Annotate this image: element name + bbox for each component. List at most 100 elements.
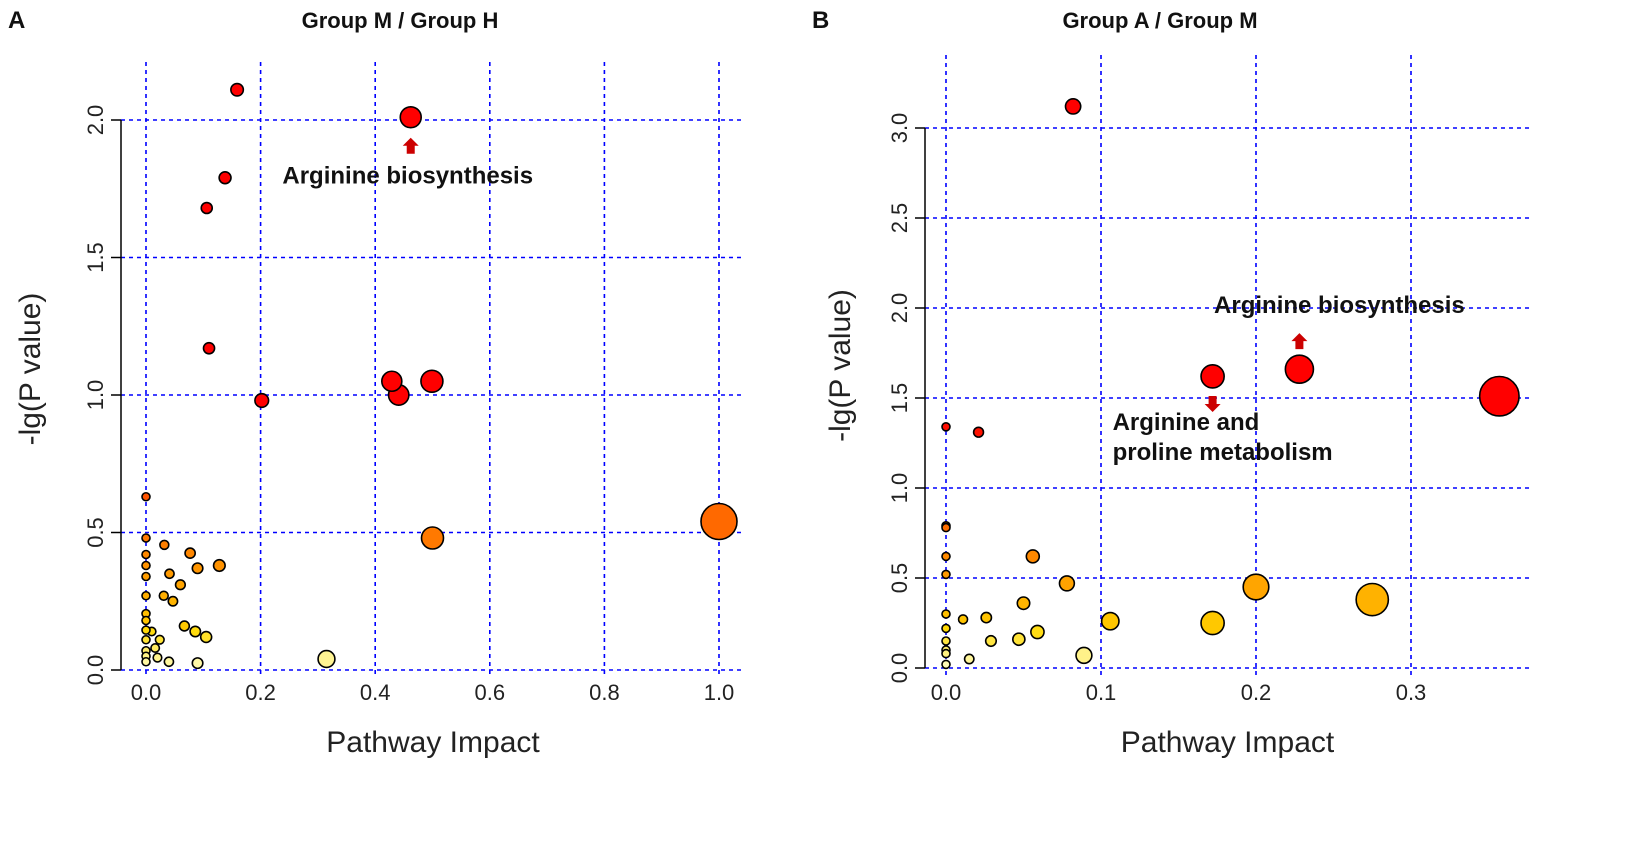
panel-a: A Group M / Group H 0.0 0.5 1.0 1.5 2.0 0.0 0.2 0… xyxy=(8,7,745,759)
data-point xyxy=(141,549,151,560)
data-point xyxy=(957,614,969,625)
data-point xyxy=(941,421,951,432)
data-point xyxy=(184,547,196,560)
data-point xyxy=(1064,97,1082,115)
data-point xyxy=(167,595,179,607)
data-point xyxy=(1355,582,1390,617)
data-point xyxy=(984,634,998,648)
data-point xyxy=(174,579,187,591)
data-point xyxy=(141,625,151,635)
data-point xyxy=(1100,611,1120,631)
data-point xyxy=(154,634,165,645)
arrow-up-icon xyxy=(402,137,419,154)
data-point xyxy=(1025,549,1041,564)
data-point xyxy=(191,657,204,670)
data-point xyxy=(941,569,951,580)
chart-title: Group M / Group H xyxy=(302,8,499,33)
y-axis-label: -lg(P value) xyxy=(14,293,47,446)
data-point xyxy=(700,502,738,541)
data-point xyxy=(230,82,245,97)
x-tick-label: 0.0 xyxy=(131,680,162,705)
x-tick-label: 0.2 xyxy=(245,680,276,705)
chart-title: Group A / Group M xyxy=(1062,8,1257,33)
y-tick-label: 2.0 xyxy=(83,105,108,136)
data-point xyxy=(164,568,175,580)
data-point xyxy=(420,369,444,394)
y-tick-label: 1.0 xyxy=(83,380,108,411)
data-point xyxy=(141,571,151,582)
data-point xyxy=(941,522,951,533)
y-tick-label: 0.5 xyxy=(887,563,912,594)
y-axis-label: -lg(P value) xyxy=(824,289,857,442)
x-tick-label: 0.6 xyxy=(475,680,506,705)
panel-b: B Group A / Group M 0.0 0.5 1.0 1.5 2.0 2.5 3.0 0… xyxy=(812,7,1530,759)
x-tick-label: 0.2 xyxy=(1241,680,1272,705)
x-tick-label: 0.0 xyxy=(931,680,962,705)
data-point xyxy=(1200,610,1225,636)
y-tick-label: 0.5 xyxy=(83,517,108,548)
data-point xyxy=(972,426,985,438)
y-tick-label: 1.5 xyxy=(887,383,912,414)
data-point xyxy=(1242,573,1270,601)
data-point xyxy=(941,636,951,646)
data-point xyxy=(381,370,403,393)
data-point xyxy=(178,620,191,632)
data-point xyxy=(158,590,169,601)
annotation-label-line2: proline metabolism xyxy=(1113,439,1333,466)
annotation-label: Arginine and xyxy=(1113,409,1260,436)
annotation-label: Arginine biosynthesis xyxy=(1214,292,1465,319)
x-tick-label: 1.0 xyxy=(704,680,735,705)
data-point xyxy=(1058,575,1076,592)
x-tick-label: 0.3 xyxy=(1396,680,1427,705)
data-point xyxy=(163,656,175,668)
data-point xyxy=(1075,646,1093,665)
data-point xyxy=(317,649,336,669)
y-tick-label: 2.0 xyxy=(887,293,912,324)
data-point xyxy=(141,491,151,502)
data-point xyxy=(141,615,151,626)
data-point xyxy=(1030,624,1045,640)
x-axis-label: Pathway Impact xyxy=(326,726,540,759)
data-point xyxy=(200,201,214,215)
x-tick-label: 0.8 xyxy=(589,680,620,705)
data-point xyxy=(159,539,170,551)
annotation-label: Arginine biosynthesis xyxy=(282,163,533,190)
data-point xyxy=(420,526,445,550)
data-point xyxy=(212,558,226,573)
data-point xyxy=(1016,596,1031,611)
data-point xyxy=(980,611,993,624)
panel-label: B xyxy=(812,7,829,34)
data-point xyxy=(941,623,951,634)
x-tick-label: 0.1 xyxy=(1086,680,1117,705)
data-point xyxy=(254,392,270,409)
data-point xyxy=(141,656,151,667)
y-tick-label: 2.5 xyxy=(887,203,912,234)
data-point xyxy=(218,171,232,185)
y-tick-label: 3.0 xyxy=(887,113,912,144)
y-tick-label: 0.0 xyxy=(83,655,108,686)
data-point xyxy=(141,533,151,543)
data-point xyxy=(152,652,163,663)
data-point xyxy=(202,341,216,355)
data-point xyxy=(191,562,204,575)
data-point xyxy=(1478,375,1520,417)
data-point xyxy=(1011,632,1026,647)
data-point xyxy=(941,551,951,562)
y-tick-label: 1.5 xyxy=(83,242,108,273)
data-point xyxy=(399,105,422,129)
data-point xyxy=(1200,364,1225,389)
data-point xyxy=(141,560,151,571)
data-point xyxy=(963,653,975,665)
data-point xyxy=(941,648,951,659)
data-point xyxy=(189,625,202,638)
data-point xyxy=(199,630,213,644)
data-point xyxy=(941,659,951,670)
x-axis-label: Pathway Impact xyxy=(1121,726,1335,759)
data-point xyxy=(1284,354,1315,385)
y-tick-label: 0.0 xyxy=(887,653,912,684)
y-tick-label: 1.0 xyxy=(887,473,912,504)
arrow-up-icon xyxy=(1291,333,1308,350)
x-tick-label: 0.4 xyxy=(360,680,391,705)
data-point xyxy=(141,634,151,645)
